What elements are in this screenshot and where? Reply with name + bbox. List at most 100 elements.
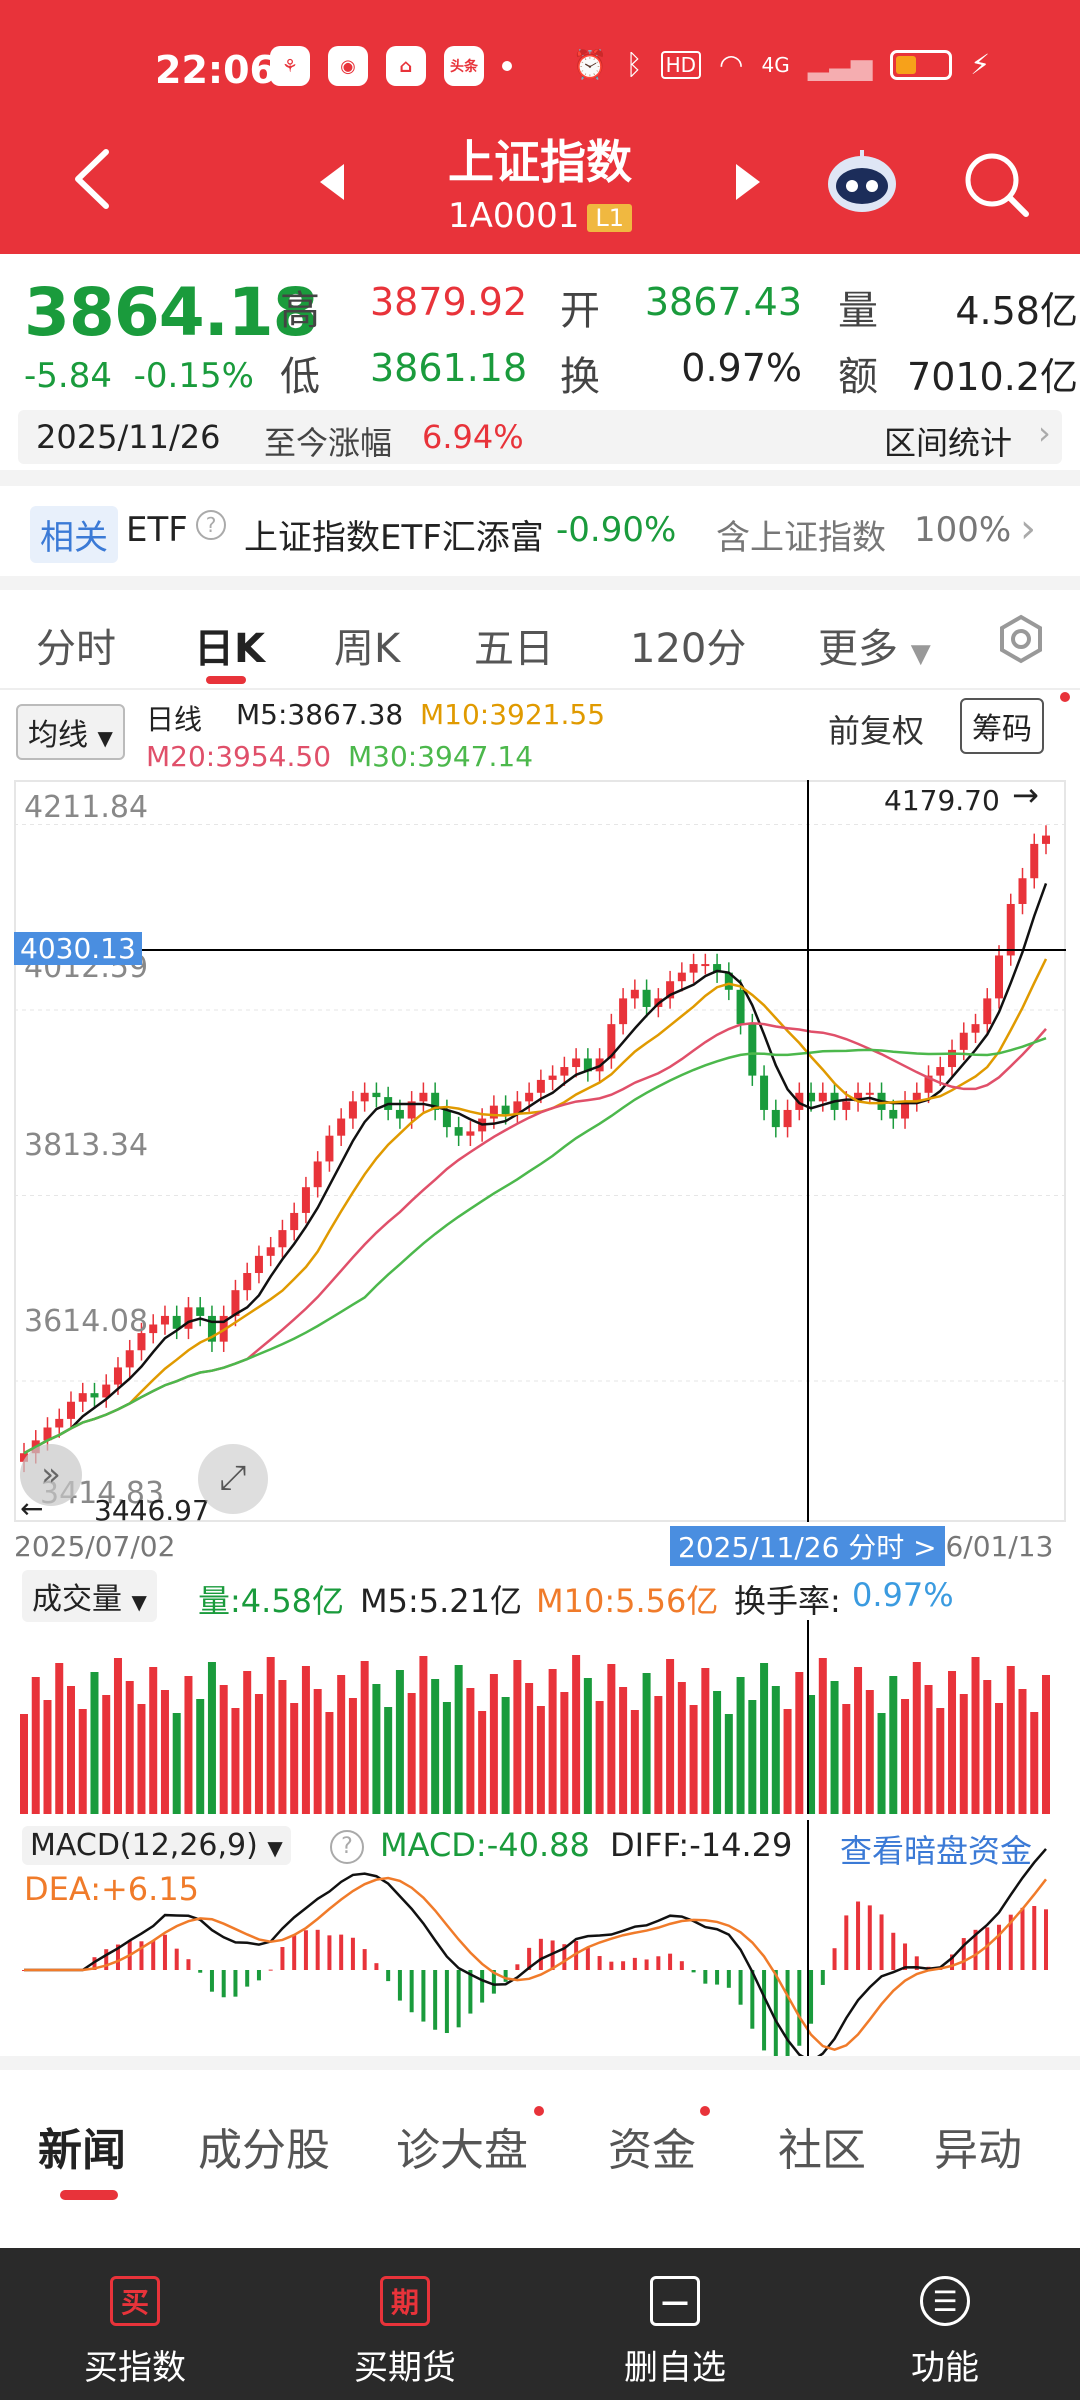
macd-histogram-bar bbox=[268, 1969, 273, 1971]
candle-body bbox=[924, 1075, 933, 1093]
candle-body bbox=[572, 1058, 581, 1068]
macd-histogram-bar bbox=[903, 1943, 908, 1970]
macd-histogram-bar bbox=[985, 1927, 990, 1970]
candle-body bbox=[313, 1161, 322, 1188]
expand-icon[interactable]: ⤢ bbox=[198, 1444, 268, 1514]
tab-constituents[interactable]: 成分股 bbox=[198, 2125, 330, 2176]
volume-bar bbox=[536, 1706, 545, 1814]
remove-watchlist-button[interactable]: — 删自选 bbox=[540, 2248, 810, 2400]
candle-body bbox=[149, 1324, 158, 1334]
candle-body bbox=[395, 1109, 404, 1119]
next-stock-icon[interactable] bbox=[736, 164, 760, 200]
volume-bar bbox=[160, 1690, 169, 1814]
tab-weekly-k[interactable]: 周K bbox=[334, 626, 401, 672]
volume-bar bbox=[78, 1709, 87, 1814]
macd-histogram-bar bbox=[856, 1901, 861, 1970]
min-price-label: 3446.97 bbox=[94, 1494, 210, 1527]
macd-histogram-bar bbox=[303, 1930, 308, 1970]
macd-histogram-bar bbox=[973, 1929, 978, 1970]
double-chevron-icon[interactable]: » bbox=[20, 1444, 82, 1506]
ma30-value: M30:3947.14 bbox=[348, 740, 534, 773]
tab-daily-k[interactable]: 日K bbox=[194, 626, 265, 672]
macd-histogram-bar bbox=[339, 1934, 344, 1970]
divider bbox=[0, 2056, 1080, 2070]
volume-bar bbox=[337, 1675, 346, 1814]
volume-bar bbox=[407, 1693, 416, 1814]
candle-body bbox=[995, 955, 1004, 999]
candle-body bbox=[854, 1092, 863, 1102]
volume-bar bbox=[137, 1704, 146, 1814]
candle-body bbox=[513, 1101, 522, 1115]
tab-diagnosis[interactable]: 诊大盘 bbox=[396, 2125, 528, 2176]
related-etf-bar[interactable]: 相关 ETF ? 上证指数ETF汇添富 -0.90% 含上证指数 100% › bbox=[0, 490, 1080, 574]
prev-stock-icon[interactable] bbox=[320, 164, 344, 200]
ma-selector[interactable]: 均线 ▼ bbox=[16, 704, 125, 760]
macd-histogram-bar bbox=[820, 1970, 825, 1985]
buy-index-button[interactable]: 买 买指数 bbox=[0, 2248, 270, 2400]
volume-bar bbox=[207, 1662, 216, 1814]
volume-bar bbox=[55, 1663, 64, 1814]
status-app-icons: ⚘ ◉ ⌂ 头条 bbox=[270, 46, 512, 86]
macd-histogram-bar bbox=[233, 1970, 238, 1997]
stock-code: 1A0001 bbox=[447, 196, 580, 236]
fq-toggle[interactable]: 前复权 bbox=[828, 712, 925, 750]
volume-selector[interactable]: 成交量 ▼ bbox=[22, 1570, 157, 1622]
tab-anomaly[interactable]: 异动 bbox=[934, 2125, 1022, 2176]
range-stats-link[interactable]: 区间统计 bbox=[884, 424, 1013, 462]
macd-histogram-bar bbox=[762, 1970, 767, 2051]
tab-more[interactable]: 更多 ▼ bbox=[818, 616, 931, 674]
robot-assistant-icon[interactable] bbox=[824, 146, 900, 214]
help-icon[interactable]: ? bbox=[330, 1830, 364, 1864]
tab-intraday[interactable]: 分时 bbox=[36, 626, 116, 672]
crosshair-date-label[interactable]: 2025/11/26 分时 > bbox=[670, 1526, 945, 1566]
chevron-right-icon: › bbox=[1020, 506, 1036, 552]
macd-histogram-bar bbox=[832, 1948, 837, 1970]
volume-bar bbox=[677, 1682, 686, 1814]
volume-bar bbox=[783, 1709, 792, 1814]
candle-body bbox=[525, 1092, 534, 1102]
candle-body bbox=[760, 1075, 769, 1110]
macd-histogram-bar bbox=[879, 1914, 884, 1970]
macd-selector[interactable]: MACD(12,26,9) ▼ bbox=[22, 1826, 291, 1865]
etf-name[interactable]: 上证指数ETF汇添富 bbox=[244, 518, 544, 558]
buy-futures-button[interactable]: 期 买期货 bbox=[270, 2248, 540, 2400]
tab-news[interactable]: 新闻 bbox=[38, 2125, 126, 2176]
functions-button[interactable]: ☰ 功能 bbox=[810, 2248, 1080, 2400]
amount-label: 额 bbox=[838, 354, 878, 400]
candle-body bbox=[1042, 835, 1050, 844]
search-icon[interactable] bbox=[962, 150, 1032, 220]
tab-funds[interactable]: 资金 bbox=[608, 2125, 696, 2176]
tab-120min[interactable]: 120分 bbox=[630, 626, 747, 672]
volume-chart[interactable] bbox=[14, 1620, 1066, 1814]
help-icon[interactable]: ? bbox=[196, 510, 226, 540]
volume-bar bbox=[325, 1712, 334, 1814]
back-arrow-icon[interactable] bbox=[72, 148, 112, 210]
kline-chart-frame[interactable] bbox=[14, 780, 1066, 1522]
toutiao-app-icon: 头条 bbox=[444, 46, 484, 86]
settings-icon[interactable] bbox=[996, 614, 1046, 664]
macd-histogram-bar bbox=[644, 1959, 649, 1970]
macd-histogram-bar bbox=[221, 1970, 226, 1998]
candle-body bbox=[701, 964, 710, 967]
volume-bar bbox=[231, 1708, 240, 1814]
tab-five-day[interactable]: 五日 bbox=[474, 626, 554, 672]
candle-body bbox=[290, 1212, 299, 1231]
kline-chart[interactable] bbox=[14, 780, 1066, 1522]
chips-button[interactable]: 筹码 bbox=[960, 698, 1044, 754]
volume-bar bbox=[348, 1698, 357, 1814]
etf-label: ETF bbox=[126, 510, 188, 550]
volume-bar bbox=[419, 1656, 428, 1814]
candle-body bbox=[536, 1079, 545, 1093]
macd-chart[interactable] bbox=[14, 1820, 1066, 2064]
macd-histogram-bar bbox=[280, 1947, 285, 1970]
dark-pool-link[interactable]: 查看暗盘资金 bbox=[840, 1832, 1033, 1870]
macd-histogram-bar bbox=[527, 1947, 532, 1970]
range-stats-bar[interactable]: 2025/11/26 至今涨幅 6.94% 区间统计 › bbox=[18, 410, 1062, 464]
max-price-label: 4179.70 bbox=[884, 784, 1000, 817]
candle-body bbox=[677, 972, 686, 982]
ma20-value: M20:3954.50 bbox=[146, 740, 332, 773]
volume-bar bbox=[431, 1679, 440, 1814]
tab-community[interactable]: 社区 bbox=[778, 2125, 866, 2176]
dea-value: DEA:+6.15 bbox=[24, 1870, 200, 1908]
since-label: 至今涨幅 bbox=[264, 424, 393, 462]
